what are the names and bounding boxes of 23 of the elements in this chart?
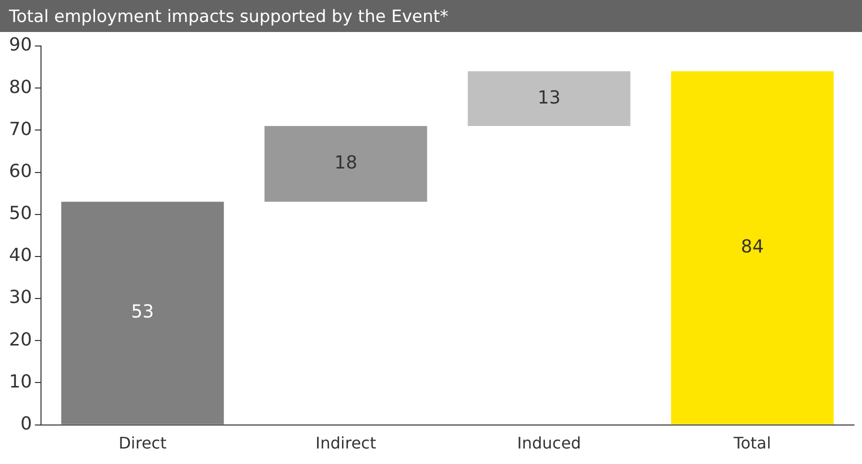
- bar: [61, 202, 224, 424]
- bar: [468, 71, 630, 126]
- y-tick-label: 30: [9, 287, 32, 308]
- data-label: 84: [740, 236, 764, 258]
- y-tick-label: 60: [9, 160, 32, 182]
- y-tick-label: 70: [9, 118, 32, 140]
- x-tick-label: Direct: [118, 434, 166, 453]
- x-tick-label: Induced: [517, 434, 582, 453]
- x-tick-label: Indirect: [316, 434, 376, 453]
- y-tick-label: 0: [20, 413, 32, 434]
- y-tick-label: 10: [9, 371, 32, 392]
- data-label: 13: [538, 87, 561, 108]
- y-tick-label: 20: [9, 329, 32, 350]
- y-tick-label: 50: [9, 203, 32, 224]
- bar: [671, 71, 834, 424]
- y-tick-label: 90: [9, 34, 32, 56]
- y-tick-label: 80: [9, 76, 32, 98]
- data-label: 53: [131, 302, 154, 323]
- bar: [264, 126, 428, 202]
- x-tick-label: Total: [732, 434, 772, 453]
- data-label: 18: [334, 152, 358, 174]
- chart-title: Total employment impacts supported by the Event*: [0, 0, 862, 32]
- y-tick-label: 40: [9, 245, 32, 266]
